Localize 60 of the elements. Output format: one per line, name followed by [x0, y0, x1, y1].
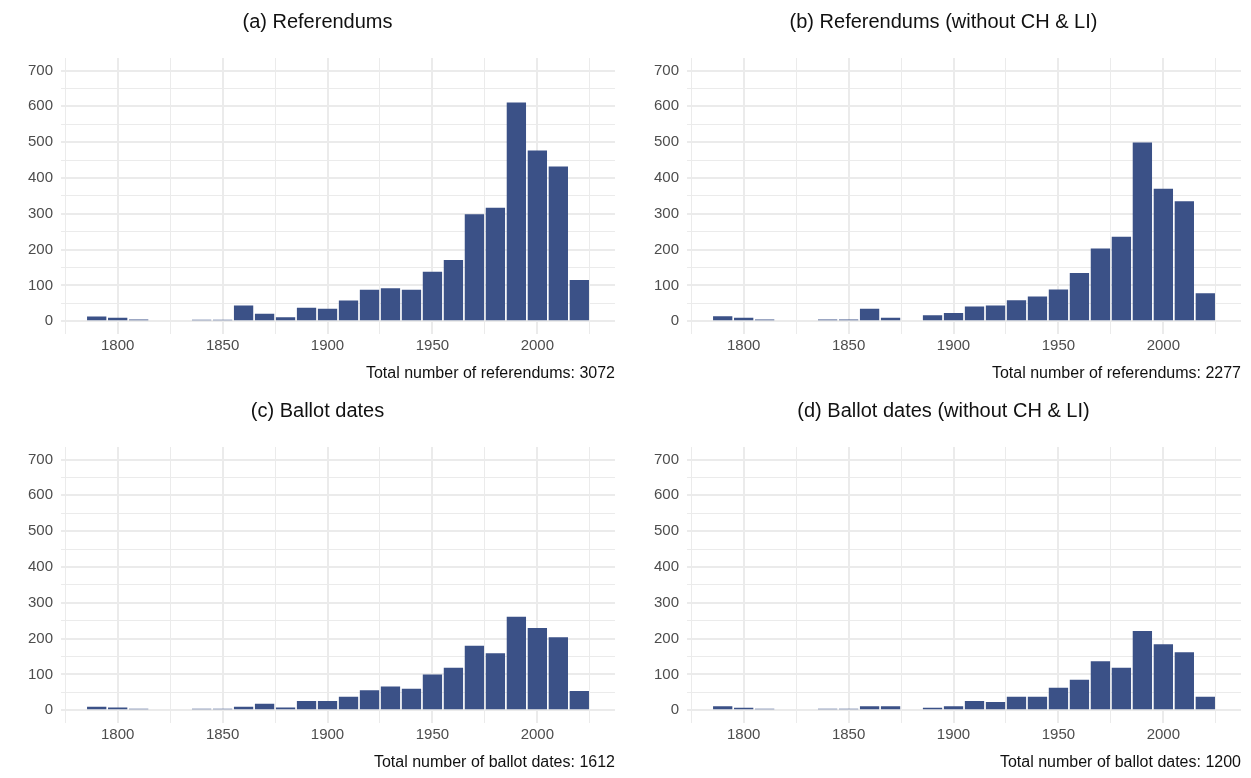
x-tick-label: 1850 [831, 335, 866, 353]
y-tick-label: 200 [28, 239, 54, 257]
y-tick-label: 500 [28, 521, 54, 539]
y-tick-label: 500 [654, 132, 680, 150]
y-tick-label: 100 [28, 664, 54, 682]
x-tick-label: 2000 [520, 724, 555, 742]
y-tick-label: 600 [28, 96, 54, 114]
x-tick-label: 1800 [101, 724, 135, 742]
chart-title: (a) Referendums [242, 9, 393, 32]
chart-title: (c) Ballot dates [250, 398, 385, 421]
y-tick-label: 400 [28, 168, 54, 186]
x-tick-label: 1950 [415, 724, 450, 742]
y-tick-label: 500 [654, 521, 680, 539]
y-tick-label: 700 [654, 60, 680, 78]
x-tick-label: 1900 [310, 335, 345, 353]
y-tick-label: 400 [28, 557, 54, 575]
x-tick-label: 1900 [936, 724, 971, 742]
y-tick-label: 400 [654, 557, 680, 575]
y-tick-label: 600 [654, 485, 680, 503]
y-tick-label: 300 [654, 592, 680, 610]
y-tick-label: 300 [28, 203, 54, 221]
y-tick-label: 700 [654, 449, 680, 467]
x-tick-label: 2000 [1146, 724, 1181, 742]
x-tick-label: 1900 [936, 335, 971, 353]
text: Total number of referendums: 2277 [991, 363, 1242, 381]
text: Total number of ballot dates: 1200 [999, 752, 1242, 770]
y-tick-label: 0 [670, 311, 680, 329]
x-tick-label: 1800 [727, 724, 761, 742]
x-tick-label: 2000 [520, 335, 555, 353]
y-tick-label: 700 [28, 449, 54, 467]
x-tick-label: 1950 [415, 335, 450, 353]
x-tick-label: 1850 [205, 335, 240, 353]
y-tick-label: 200 [654, 239, 680, 257]
y-tick-label: 500 [28, 132, 54, 150]
y-tick-label: 200 [28, 628, 54, 646]
y-tick-label: 300 [28, 592, 54, 610]
y-tick-label: 300 [654, 203, 680, 221]
chart-title: (b) Referendums (without CH & LI) [789, 9, 1098, 32]
y-tick-label: 600 [28, 485, 54, 503]
y-tick-label: 0 [44, 700, 54, 718]
chart-title: (d) Ballot dates (without CH & LI) [797, 398, 1090, 421]
y-tick-label: 600 [654, 96, 680, 114]
y-tick-label: 0 [670, 700, 680, 718]
x-tick-label: 1850 [205, 724, 240, 742]
x-tick-label: 2000 [1146, 335, 1181, 353]
y-tick-label: 100 [654, 664, 680, 682]
y-tick-label: 700 [28, 60, 54, 78]
text: Total number of ballot dates: 1612 [373, 752, 616, 770]
y-tick-label: 100 [654, 275, 680, 293]
y-tick-label: 100 [28, 275, 54, 293]
x-tick-label: 1950 [1041, 724, 1076, 742]
x-tick-label: 1950 [1041, 335, 1076, 353]
x-tick-label: 1800 [727, 335, 761, 353]
y-tick-label: 400 [654, 168, 680, 186]
x-tick-label: 1800 [101, 335, 135, 353]
text: Total number of referendums: 3072 [365, 363, 616, 381]
y-tick-label: 0 [44, 311, 54, 329]
x-tick-label: 1900 [310, 724, 345, 742]
x-tick-label: 1850 [831, 724, 866, 742]
y-tick-label: 200 [654, 628, 680, 646]
